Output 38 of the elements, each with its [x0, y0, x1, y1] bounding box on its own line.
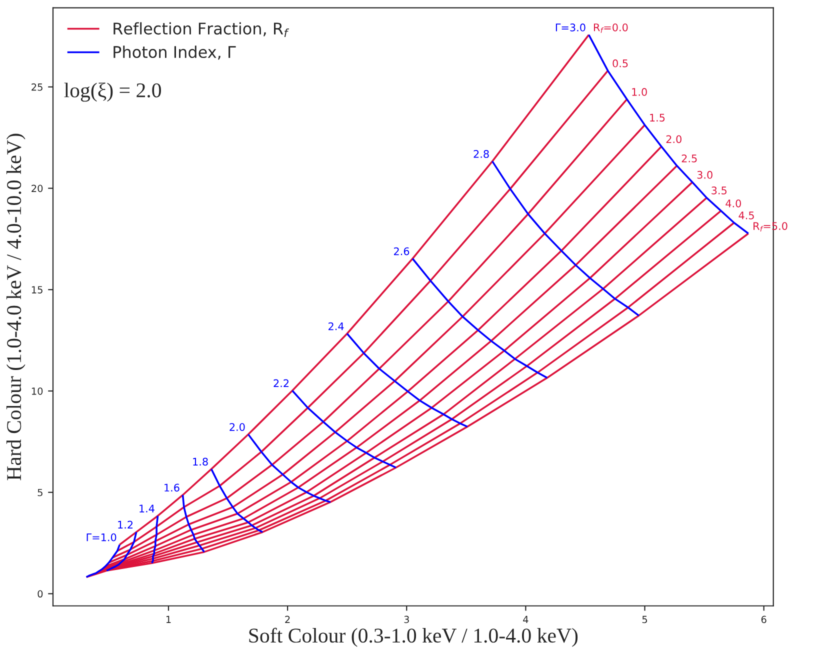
- x-axis-title: Soft Colour (0.3-1.0 keV / 1.0-4.0 keV): [249, 628, 578, 647]
- annotation: Γ=3.0: [556, 24, 586, 32]
- legend-label: Photon Index, Γ: [114, 46, 236, 60]
- annotation: 3.5: [712, 186, 726, 194]
- y-tick-label: 15: [32, 286, 42, 294]
- x-tick-label: 2: [285, 616, 290, 623]
- annotation: 2.8: [474, 150, 489, 158]
- legend-label: Reflection Fraction, R$_{f}$: [114, 22, 290, 37]
- annotation: 1.0: [632, 88, 647, 96]
- annotation: 4.5: [738, 212, 754, 220]
- annotation: Γ=1.0: [86, 533, 116, 542]
- annotation: 1.8: [193, 458, 208, 466]
- annotation: 2.6: [394, 247, 410, 256]
- annotation: 1.4: [140, 504, 154, 512]
- annotation: 1.5: [650, 114, 665, 122]
- x-tick-label: 5: [642, 616, 648, 624]
- x-tick-label: 6: [761, 616, 766, 624]
- annotation: 3.0: [697, 170, 712, 179]
- annotation: R$_{f}$=0.0: [594, 23, 628, 33]
- annotation: 2.4: [328, 322, 344, 330]
- annotation: 1.6: [164, 484, 180, 492]
- y-tick-label: 20: [32, 184, 43, 192]
- annotation: 2.0: [230, 423, 245, 431]
- annotation: 4.0: [726, 199, 742, 208]
- annotation: 2.2: [274, 379, 288, 388]
- annotation: log(ξ) = 2.0: [64, 82, 161, 102]
- annotation: 0.5: [612, 59, 628, 68]
- y-tick-label: 10: [32, 387, 43, 395]
- annotation: 1.2: [118, 520, 133, 529]
- x-tick-label: 4: [523, 616, 528, 623]
- annotation: 2.5: [682, 154, 697, 162]
- y-tick-label: 25: [32, 83, 42, 91]
- x-tick-label: 3: [404, 616, 409, 624]
- y-tick-label: 5: [38, 488, 42, 496]
- y-tick-label: 0: [38, 590, 43, 598]
- annotation: 2.0: [666, 135, 682, 144]
- x-tick-label: 1: [166, 616, 171, 623]
- y-axis-title: Hard Colour (1.0-4.0 keV / 4.0-10.0 keV): [6, 134, 26, 480]
